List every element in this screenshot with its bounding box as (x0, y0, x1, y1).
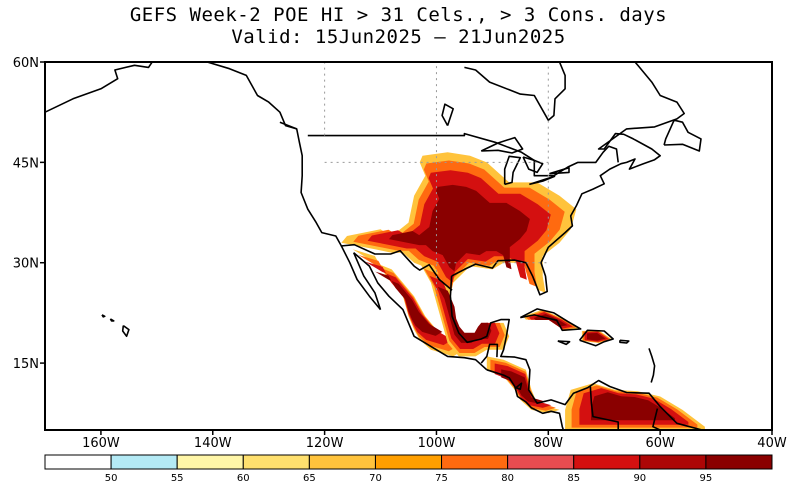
lat-tick-label: 60N (13, 56, 39, 71)
us-canada-border (307, 132, 619, 177)
mexico-pacific-coastline (353, 252, 488, 371)
baja-east-coastline (352, 252, 382, 310)
colorbar-swatch (242, 454, 310, 470)
lat-tick-label: 45N (13, 156, 39, 171)
lat-tick-label: 15N (13, 357, 39, 372)
lon-tick-label: 80W (534, 436, 564, 451)
colorbar-label: 65 (303, 473, 316, 484)
colorbar-swatch (374, 454, 443, 470)
probability-band (375, 271, 443, 336)
colorbar-swatch (705, 454, 773, 470)
us-gulf-atlantic-coastline (451, 62, 686, 296)
hudson-bay-coastline (464, 62, 566, 121)
jamaica-coastline (557, 340, 571, 346)
lon-tick-label: 100W (418, 436, 456, 451)
lake-superior-coastline (480, 136, 524, 154)
colorbar: 50 55 60 65 70 75 80 85 90 95 (44, 454, 773, 484)
colorbar-label: 55 (171, 473, 184, 484)
colorbar-swatch (308, 454, 376, 470)
lon-tick-label: 60W (645, 436, 675, 451)
lesser-antilles-coastline (648, 348, 656, 383)
colorbar-label: 75 (435, 473, 448, 484)
hispaniola-coastline (578, 329, 615, 347)
lake-huron-coastline (522, 156, 544, 174)
bc-coastline (206, 62, 297, 130)
lon-tick-label: 140W (194, 436, 232, 451)
colorbar-label: 50 (105, 473, 118, 484)
probability-band (389, 184, 530, 272)
colorbar-swatch (573, 454, 641, 470)
lake-winnipeg-coastline (441, 103, 455, 126)
lake-ontario-coastline (549, 166, 570, 175)
probability-region (486, 356, 560, 414)
colorbar-swatch (110, 454, 178, 470)
guyana-border (652, 408, 661, 430)
lake-michigan-coastline (503, 155, 522, 186)
probability-region (352, 249, 465, 357)
lake-erie-coastline (529, 175, 556, 186)
lon-tick-label: 160W (82, 436, 120, 451)
colorbar-label: 95 (700, 473, 713, 484)
probability-band (587, 333, 606, 341)
cuba-coastline (519, 308, 582, 332)
colorbar-swatch (176, 454, 244, 470)
gulf-coastline (449, 276, 703, 430)
central-america-pacific-coastline (486, 369, 565, 430)
probability-band (591, 392, 675, 421)
colorbar-swatch (44, 454, 112, 470)
venezuela-border (589, 385, 620, 430)
us-mexico-border (340, 243, 453, 291)
colorbar-label: 90 (633, 473, 646, 484)
colorbar-swatch (507, 454, 575, 470)
probability-region (581, 330, 613, 343)
map-axes: 60N 45N 30N 15N 160W 140W 120W 100W 80W 60W 40W (13, 56, 787, 451)
colorbar-swatch (639, 454, 707, 470)
hawaii-oahu-coastline (109, 318, 115, 322)
colorbar-label: 70 (369, 473, 382, 484)
west-coast-coastline (279, 121, 382, 311)
hawaii-kauai-coastline (101, 314, 106, 318)
map-plot-area (45, 62, 705, 430)
colorbar-swatch (441, 454, 509, 470)
lat-tick-label: 30N (13, 257, 39, 272)
map-frame (44, 61, 773, 431)
lon-tick-label: 120W (306, 436, 344, 451)
colorbar-label: 85 (567, 473, 580, 484)
colorbar-label: 60 (237, 473, 250, 484)
newfoundland-coastline (663, 119, 702, 152)
hawaii-coastline (121, 324, 130, 338)
map-title-line1: GEFS Week-2 POE HI > 31 Cels., > 3 Cons.… (129, 4, 668, 26)
colorbar-label: 80 (501, 473, 514, 484)
lake-nicaragua-coastline (515, 382, 523, 391)
probability-band (501, 369, 545, 404)
probability-region (565, 383, 705, 430)
probability-region (341, 152, 577, 297)
puerto-rico-coastline (619, 339, 630, 344)
lon-tick-label: 40W (757, 436, 787, 451)
central-america-borders (480, 343, 499, 364)
alaska-coastline (45, 62, 208, 113)
map-title-line2: Valid: 15Jun2025 – 21Jun2025 (231, 26, 566, 48)
